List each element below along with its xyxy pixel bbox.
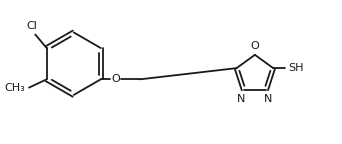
Text: CH₃: CH₃	[4, 83, 25, 93]
Text: Cl: Cl	[27, 21, 38, 31]
Text: O: O	[111, 74, 120, 84]
Text: SH: SH	[288, 63, 303, 73]
Text: N: N	[264, 94, 273, 104]
Text: O: O	[251, 41, 259, 51]
Text: N: N	[237, 94, 246, 104]
